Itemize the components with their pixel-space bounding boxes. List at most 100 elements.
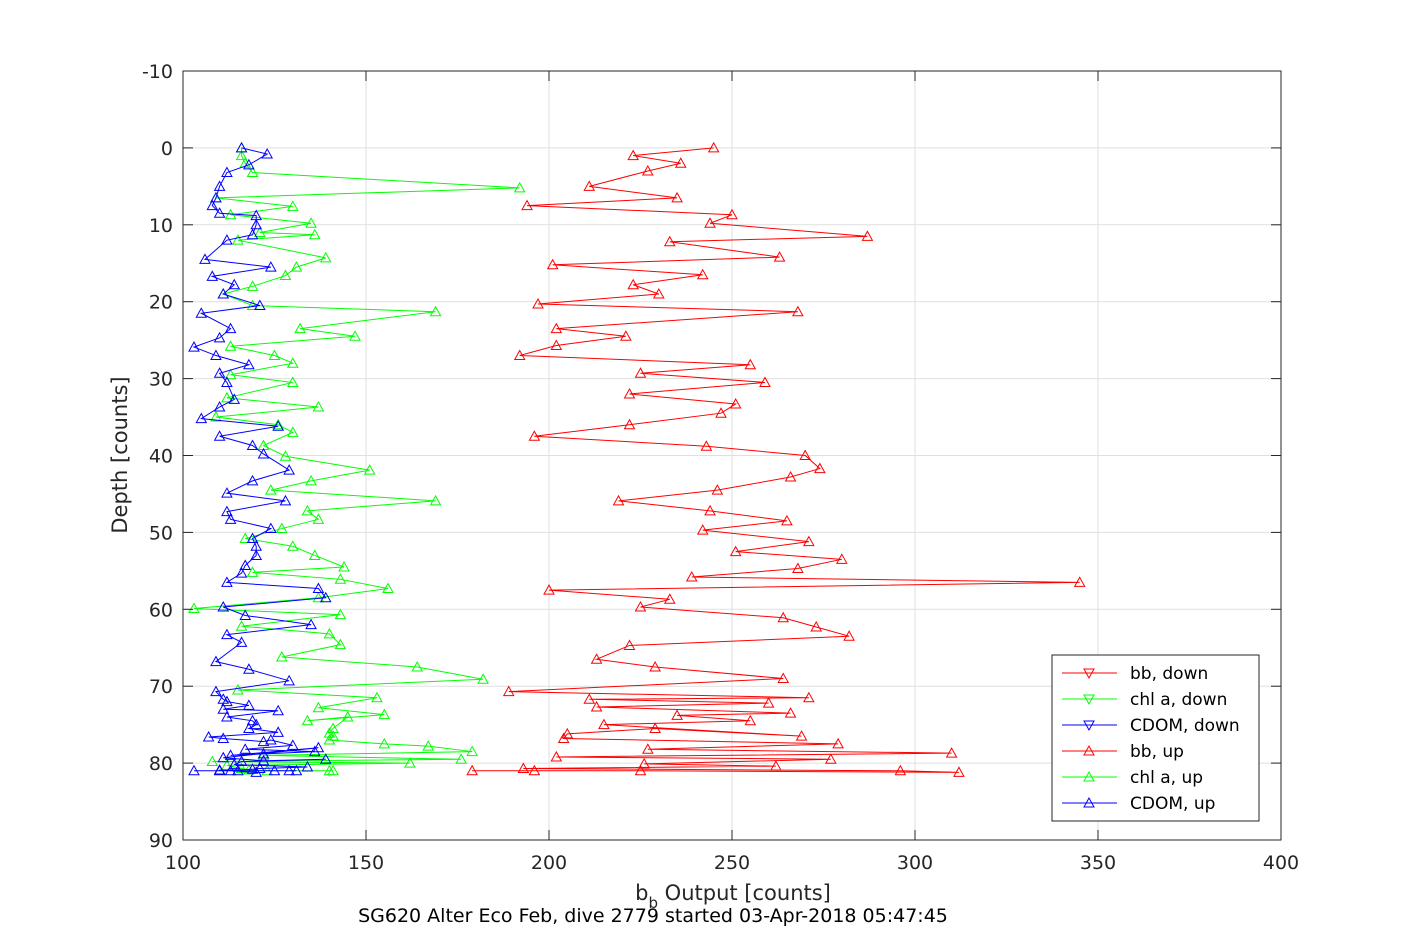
data-point bbox=[246, 439, 259, 451]
data-point bbox=[239, 532, 252, 544]
data-point bbox=[210, 411, 222, 422]
y-tick-label: 50 bbox=[149, 522, 173, 544]
data-point bbox=[382, 582, 394, 594]
data-point bbox=[210, 349, 222, 361]
data-point bbox=[246, 532, 259, 544]
data-point bbox=[513, 181, 526, 193]
data-point bbox=[341, 710, 354, 722]
data-point bbox=[195, 307, 208, 318]
data-point bbox=[378, 737, 391, 749]
data-point bbox=[649, 660, 661, 672]
data-point bbox=[235, 141, 248, 153]
data-point bbox=[528, 430, 541, 441]
data-point bbox=[422, 740, 435, 751]
legend-marker bbox=[1083, 694, 1095, 706]
data-point bbox=[521, 199, 533, 211]
data-point bbox=[1073, 576, 1086, 587]
data-point bbox=[861, 230, 874, 241]
data-point bbox=[250, 549, 263, 560]
data-point bbox=[257, 754, 270, 766]
data-point bbox=[623, 387, 636, 399]
data-point bbox=[305, 618, 317, 630]
data-point bbox=[770, 760, 782, 771]
data-point bbox=[429, 305, 442, 317]
data-point bbox=[715, 407, 727, 418]
data-point bbox=[257, 735, 270, 747]
data-point bbox=[773, 251, 786, 262]
data-point bbox=[275, 522, 288, 534]
legend-marker bbox=[1083, 770, 1095, 782]
y-axis-label: Depth [counts] bbox=[108, 376, 132, 533]
data-point bbox=[312, 591, 325, 603]
y-tick-label: 70 bbox=[149, 676, 173, 698]
data-point bbox=[792, 305, 804, 317]
data-point bbox=[334, 608, 347, 620]
data-point bbox=[550, 322, 563, 334]
data-point bbox=[243, 699, 255, 710]
data-point bbox=[250, 766, 263, 777]
data-point bbox=[188, 602, 200, 614]
data-point bbox=[378, 708, 391, 720]
data-point bbox=[634, 367, 647, 378]
data-point bbox=[221, 695, 233, 707]
data-point bbox=[283, 464, 295, 475]
data-point bbox=[671, 709, 683, 720]
data-point bbox=[224, 513, 237, 524]
legend-entry-label: chl a, down bbox=[1130, 690, 1227, 710]
data-point bbox=[312, 582, 325, 594]
data-point bbox=[213, 180, 226, 191]
x-axis-label-rest: Output [counts] bbox=[658, 881, 831, 905]
series-cdom-up bbox=[188, 141, 332, 777]
data-point bbox=[696, 524, 709, 535]
data-point bbox=[268, 764, 281, 776]
series-bb-up bbox=[466, 141, 1086, 777]
data-point bbox=[272, 418, 285, 430]
data-point bbox=[195, 412, 208, 424]
data-point bbox=[301, 714, 314, 726]
x-tick-label: 350 bbox=[1080, 852, 1116, 874]
data-point bbox=[213, 430, 226, 441]
data-point bbox=[264, 522, 277, 534]
data-point bbox=[327, 730, 339, 741]
data-point bbox=[598, 718, 610, 730]
data-point bbox=[264, 261, 277, 272]
data-point bbox=[319, 591, 332, 603]
data-point bbox=[221, 234, 233, 245]
data-point bbox=[264, 734, 277, 745]
data-point bbox=[729, 397, 742, 409]
legend-entry-label: chl a, up bbox=[1130, 768, 1203, 788]
data-point bbox=[308, 549, 321, 560]
data-point bbox=[224, 340, 237, 351]
data-point bbox=[221, 505, 233, 517]
series-chl-a-up bbox=[188, 141, 526, 776]
data-point bbox=[254, 226, 266, 237]
data-point bbox=[243, 722, 255, 733]
data-point bbox=[199, 253, 211, 264]
data-point bbox=[254, 762, 266, 773]
x-tick-label: 400 bbox=[1263, 852, 1299, 874]
data-point bbox=[305, 474, 317, 486]
data-point bbox=[228, 278, 241, 290]
data-point bbox=[286, 739, 299, 750]
data-point bbox=[528, 764, 541, 776]
data-point bbox=[210, 685, 222, 697]
data-point bbox=[228, 393, 241, 404]
data-point bbox=[257, 747, 270, 759]
data-point bbox=[290, 261, 303, 272]
data-point bbox=[206, 199, 219, 211]
data-point bbox=[243, 358, 255, 370]
data-point bbox=[543, 584, 555, 595]
data-point bbox=[210, 191, 222, 203]
data-point bbox=[612, 494, 625, 506]
data-point bbox=[799, 449, 812, 460]
data-point bbox=[261, 148, 274, 159]
data-point bbox=[250, 718, 263, 730]
data-point bbox=[323, 734, 336, 745]
data-series bbox=[188, 141, 1086, 777]
data-point bbox=[583, 180, 596, 191]
data-point bbox=[696, 268, 709, 280]
y-tick-label: 90 bbox=[149, 830, 173, 852]
data-point bbox=[239, 743, 252, 754]
data-point bbox=[221, 576, 233, 587]
data-point bbox=[286, 540, 299, 551]
